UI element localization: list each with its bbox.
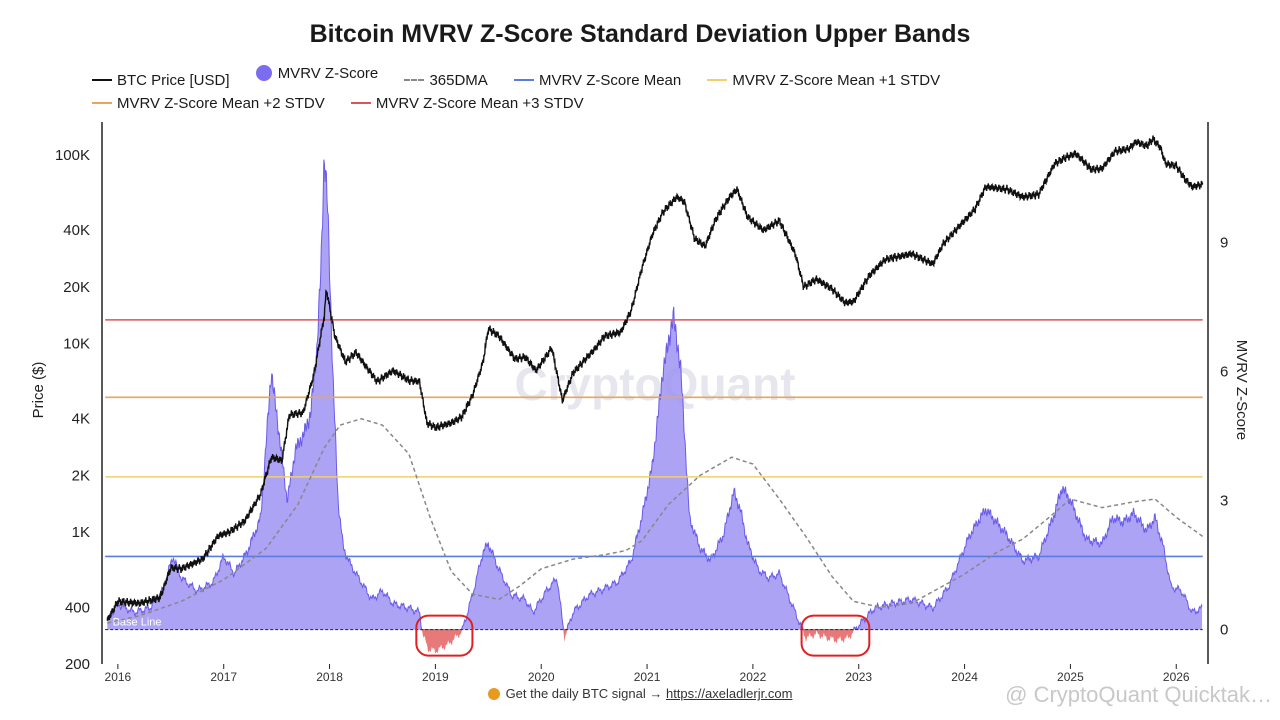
y-left-axis-label: Price ($) bbox=[30, 362, 47, 419]
y-right-tick-label: 0 bbox=[1220, 622, 1228, 639]
mvrv-area-positive bbox=[107, 159, 1203, 630]
chart-title: Bitcoin MVRV Z-Score Standard Deviation … bbox=[309, 20, 971, 48]
y-left-tick-label: 40K bbox=[63, 222, 90, 239]
x-tick-label: 2017 bbox=[210, 670, 237, 684]
legend-swatch bbox=[707, 79, 728, 81]
legend-label: MVRV Z-Score Mean +1 STDV bbox=[732, 71, 941, 89]
x-tick-label: 2020 bbox=[528, 670, 555, 684]
legend-item-plus2[interactable]: MVRV Z-Score Mean +2 STDV bbox=[92, 92, 325, 114]
annotation-highlight-2 bbox=[800, 614, 871, 657]
y-right-tick-label: 9 bbox=[1220, 234, 1228, 251]
x-tick-label: 2022 bbox=[740, 670, 767, 684]
watermark-center: CryptoQuant bbox=[514, 358, 795, 410]
dma-365-line bbox=[107, 417, 1204, 624]
x-tick-label: 2018 bbox=[316, 670, 343, 684]
y-left-tick-label: 10K bbox=[63, 336, 90, 353]
y-left-tick-label: 100K bbox=[55, 147, 90, 164]
mvrv-line bbox=[106, 159, 1203, 631]
btc-price-line bbox=[106, 135, 1204, 621]
legend-label: MVRV Z-Score Mean +3 STDV bbox=[375, 94, 584, 112]
footer: Get the daily BTC signal → https://axela… bbox=[0, 686, 1280, 701]
legend-item-plus3[interactable]: MVRV Z-Score Mean +3 STDV bbox=[350, 92, 584, 114]
legend-swatch bbox=[404, 79, 425, 81]
legend-label: MVRV Z-Score Mean bbox=[538, 71, 682, 89]
legend-label: MVRV Z-Score bbox=[277, 64, 379, 82]
legend-swatch bbox=[513, 79, 534, 81]
footer-text: Get the daily BTC signal → bbox=[505, 686, 666, 701]
x-tick-label: 2021 bbox=[634, 670, 661, 684]
legend-swatch bbox=[255, 65, 272, 81]
y-left-tick-label: 400 bbox=[65, 599, 90, 616]
y-right-tick-label: 3 bbox=[1220, 493, 1228, 510]
y-left-tick-label: 1K bbox=[72, 524, 90, 541]
legend-swatch bbox=[92, 102, 112, 104]
footer-link[interactable]: https://axeladlerjr.com bbox=[665, 686, 793, 701]
watermark-right: @ CryptoQuant Quicktak… bbox=[1005, 682, 1272, 707]
mvrv-area-negative bbox=[107, 629, 1203, 654]
legend-label: BTC Price [USD] bbox=[117, 71, 230, 89]
legend-label: MVRV Z-Score Mean +2 STDV bbox=[117, 94, 325, 112]
legend-item-btc-price[interactable]: BTC Price [USD] bbox=[92, 69, 230, 91]
x-tick-label: 2023 bbox=[845, 670, 872, 684]
x-tick-label: 2025 bbox=[1057, 670, 1084, 684]
y-left-tick-label: 200 bbox=[65, 656, 90, 673]
y-right-tick-label: 6 bbox=[1220, 363, 1228, 380]
legend: BTC Price [USD] MVRV Z-Score 365DMA MVRV… bbox=[92, 62, 1212, 114]
y-right-axis-label: MVRV Z-Score bbox=[1233, 340, 1250, 441]
legend-item-mvrv[interactable]: MVRV Z-Score bbox=[255, 62, 379, 84]
legend-swatch bbox=[92, 79, 112, 81]
x-tick-label: 2019 bbox=[422, 670, 449, 684]
legend-item-365dma[interactable]: 365DMA bbox=[404, 69, 488, 91]
x-tick-label: 2026 bbox=[1163, 670, 1190, 684]
base-line-label: Base Line bbox=[113, 617, 162, 629]
y-left-tick-label: 2K bbox=[72, 467, 90, 484]
legend-swatch bbox=[350, 102, 371, 104]
legend-item-mean[interactable]: MVRV Z-Score Mean bbox=[513, 69, 682, 91]
legend-item-plus1[interactable]: MVRV Z-Score Mean +1 STDV bbox=[707, 69, 940, 91]
x-tick-label: 2016 bbox=[105, 670, 132, 684]
y-left-tick-label: 4K bbox=[72, 411, 90, 428]
legend-label: 365DMA bbox=[429, 71, 488, 89]
signal-dot-icon bbox=[487, 688, 500, 700]
annotation-highlight-1 bbox=[415, 614, 474, 657]
x-tick-label: 2024 bbox=[951, 670, 978, 684]
y-left-tick-label: 20K bbox=[63, 279, 90, 296]
